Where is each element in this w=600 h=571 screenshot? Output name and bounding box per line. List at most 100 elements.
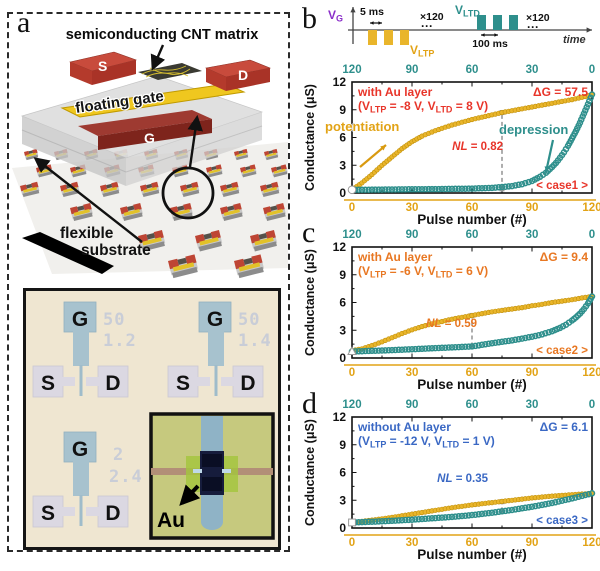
svg-text:S: S <box>176 372 190 395</box>
svg-text:0: 0 <box>589 229 595 241</box>
svg-text:90: 90 <box>406 229 419 241</box>
svg-text:60: 60 <box>466 202 479 214</box>
svg-text:12: 12 <box>333 240 347 254</box>
svg-text:30: 30 <box>526 64 539 76</box>
series-potentiation <box>349 92 595 193</box>
ltp-pulse <box>368 30 377 45</box>
source-label: S <box>98 58 107 74</box>
pulse-width-label: 5 ms <box>360 6 384 18</box>
annotation-depression: depression <box>499 122 568 137</box>
svg-text:S: S <box>41 372 55 395</box>
drain-label: D <box>238 67 248 83</box>
svg-text:60: 60 <box>466 537 479 549</box>
svg-text:90: 90 <box>406 399 419 411</box>
gate-electrode-3d: G <box>78 110 212 150</box>
source-electrode-3d: S <box>69 51 138 85</box>
au-arrow <box>179 484 201 506</box>
y-axis-title: Conductance (μS) <box>303 419 317 526</box>
vltp-label: VLTP <box>410 43 434 59</box>
optical-micrograph: G S D G S D G S D 50 1.2 50 1.4 2 2.4 <box>23 288 281 550</box>
repeat-count-1: ×120 <box>420 11 444 23</box>
chart-title-line2: (VLTP = -8 V, VLTD = 8 V) <box>358 99 488 115</box>
svg-text:G: G <box>72 308 88 331</box>
gate-pulse-diagram: VG 5 ms ×120 ··· VLTP VLTD 100 ms ×120 ··· time <box>300 0 600 60</box>
vg-axis-label: VG <box>328 8 343 24</box>
nl-value: NL = 0.35 <box>437 473 488 485</box>
delta-g-value: ΔG = 6.1 <box>540 420 589 434</box>
svg-text:30: 30 <box>526 229 539 241</box>
svg-text:···: ··· <box>421 19 433 33</box>
series-depression <box>348 293 596 355</box>
svg-text:60: 60 <box>466 399 479 411</box>
chart-case3: 0 30 60 90 120 120 90 60 30 0 0 3 6 9 12 Pulse number (… <box>300 395 600 571</box>
device-3d-illustration: floating gate S D <box>12 27 289 279</box>
svg-text:9: 9 <box>339 268 346 282</box>
svg-text:3: 3 <box>339 493 346 507</box>
x-axis-title: Pulse number (#) <box>417 377 527 392</box>
cnt-matrix <box>138 63 202 80</box>
electrode-labels: G S D G S D G S D <box>41 308 256 525</box>
chart-title-line1: with Au layer <box>357 85 433 99</box>
svg-text:50: 50 <box>238 310 260 330</box>
svg-text:···: ··· <box>527 20 539 34</box>
chart-case2: 0 30 60 90 120 120 90 60 30 0 0 3 6 9 12 Pulse number (… <box>300 225 600 395</box>
nl-value: NL = 0.59 <box>426 318 477 330</box>
svg-text:30: 30 <box>526 399 539 411</box>
svg-text:90: 90 <box>526 202 539 214</box>
svg-text:G: G <box>72 438 88 461</box>
svg-text:120: 120 <box>342 399 361 411</box>
svg-text:60: 60 <box>466 367 479 379</box>
svg-text:D: D <box>105 502 120 525</box>
svg-text:30: 30 <box>406 537 419 549</box>
panel-a-label: a <box>17 6 31 39</box>
chart-title-line2: (VLTP = -12 V, VLTD = 1 V) <box>358 434 495 450</box>
substrate-label: substrate <box>81 242 151 259</box>
svg-text:0: 0 <box>349 537 355 549</box>
svg-text:6: 6 <box>339 131 346 145</box>
nl-value: NL = 0.82 <box>452 141 503 153</box>
cnt-matrix-title: semiconducting CNT matrix <box>66 27 259 43</box>
svg-text:120: 120 <box>342 64 361 76</box>
y-axis-title: Conductance (μS) <box>303 84 317 191</box>
chart-title-line2: (VLTP = -6 V, VLTD = 6 V) <box>358 264 488 280</box>
pulse-interval-label: 100 ms <box>472 38 508 50</box>
highlight-circle <box>161 166 215 220</box>
ltd-pulse <box>509 15 518 30</box>
svg-text:2: 2 <box>113 445 124 465</box>
x-axis-title: Pulse number (#) <box>417 212 527 227</box>
ltd-pulse <box>493 15 502 30</box>
svg-text:12: 12 <box>333 75 347 89</box>
au-inset: Au <box>149 412 275 540</box>
chart-title-line1: without Au layer <box>357 420 451 434</box>
svg-text:50: 50 <box>103 310 125 330</box>
svg-text:0: 0 <box>339 186 346 200</box>
svg-text:30: 30 <box>406 367 419 379</box>
start-marker <box>347 185 357 195</box>
svg-text:30: 30 <box>406 202 419 214</box>
svg-text:90: 90 <box>526 537 539 549</box>
repeat-count-2: ×120 <box>526 12 550 24</box>
flexible-label: flexible <box>60 225 114 242</box>
svg-text:6: 6 <box>339 296 346 310</box>
svg-text:12: 12 <box>333 410 347 424</box>
title-arrow <box>150 44 166 71</box>
svg-text:120: 120 <box>582 202 600 214</box>
case-label: < case3 > <box>536 515 588 527</box>
svg-text:2.4: 2.4 <box>109 467 143 487</box>
delta-g-value: ΔG = 57.5 <box>533 85 588 99</box>
vltd-label: VLTD <box>455 3 480 19</box>
svg-text:0: 0 <box>339 521 346 535</box>
panel-b-label: b <box>302 2 317 35</box>
svg-text:60: 60 <box>466 64 479 76</box>
x-axis-title: Pulse number (#) <box>417 547 527 562</box>
svg-text:G: G <box>207 308 223 331</box>
ltd-pulse <box>477 15 486 30</box>
svg-text:0: 0 <box>589 399 595 411</box>
svg-text:S: S <box>41 502 55 525</box>
magnify-arrow-right <box>187 114 203 168</box>
start-marker <box>347 346 357 355</box>
svg-text:3: 3 <box>339 158 346 172</box>
device-dimension-numbers: 50 1.2 50 1.4 2 2.4 <box>103 310 271 487</box>
svg-text:60: 60 <box>466 229 479 241</box>
